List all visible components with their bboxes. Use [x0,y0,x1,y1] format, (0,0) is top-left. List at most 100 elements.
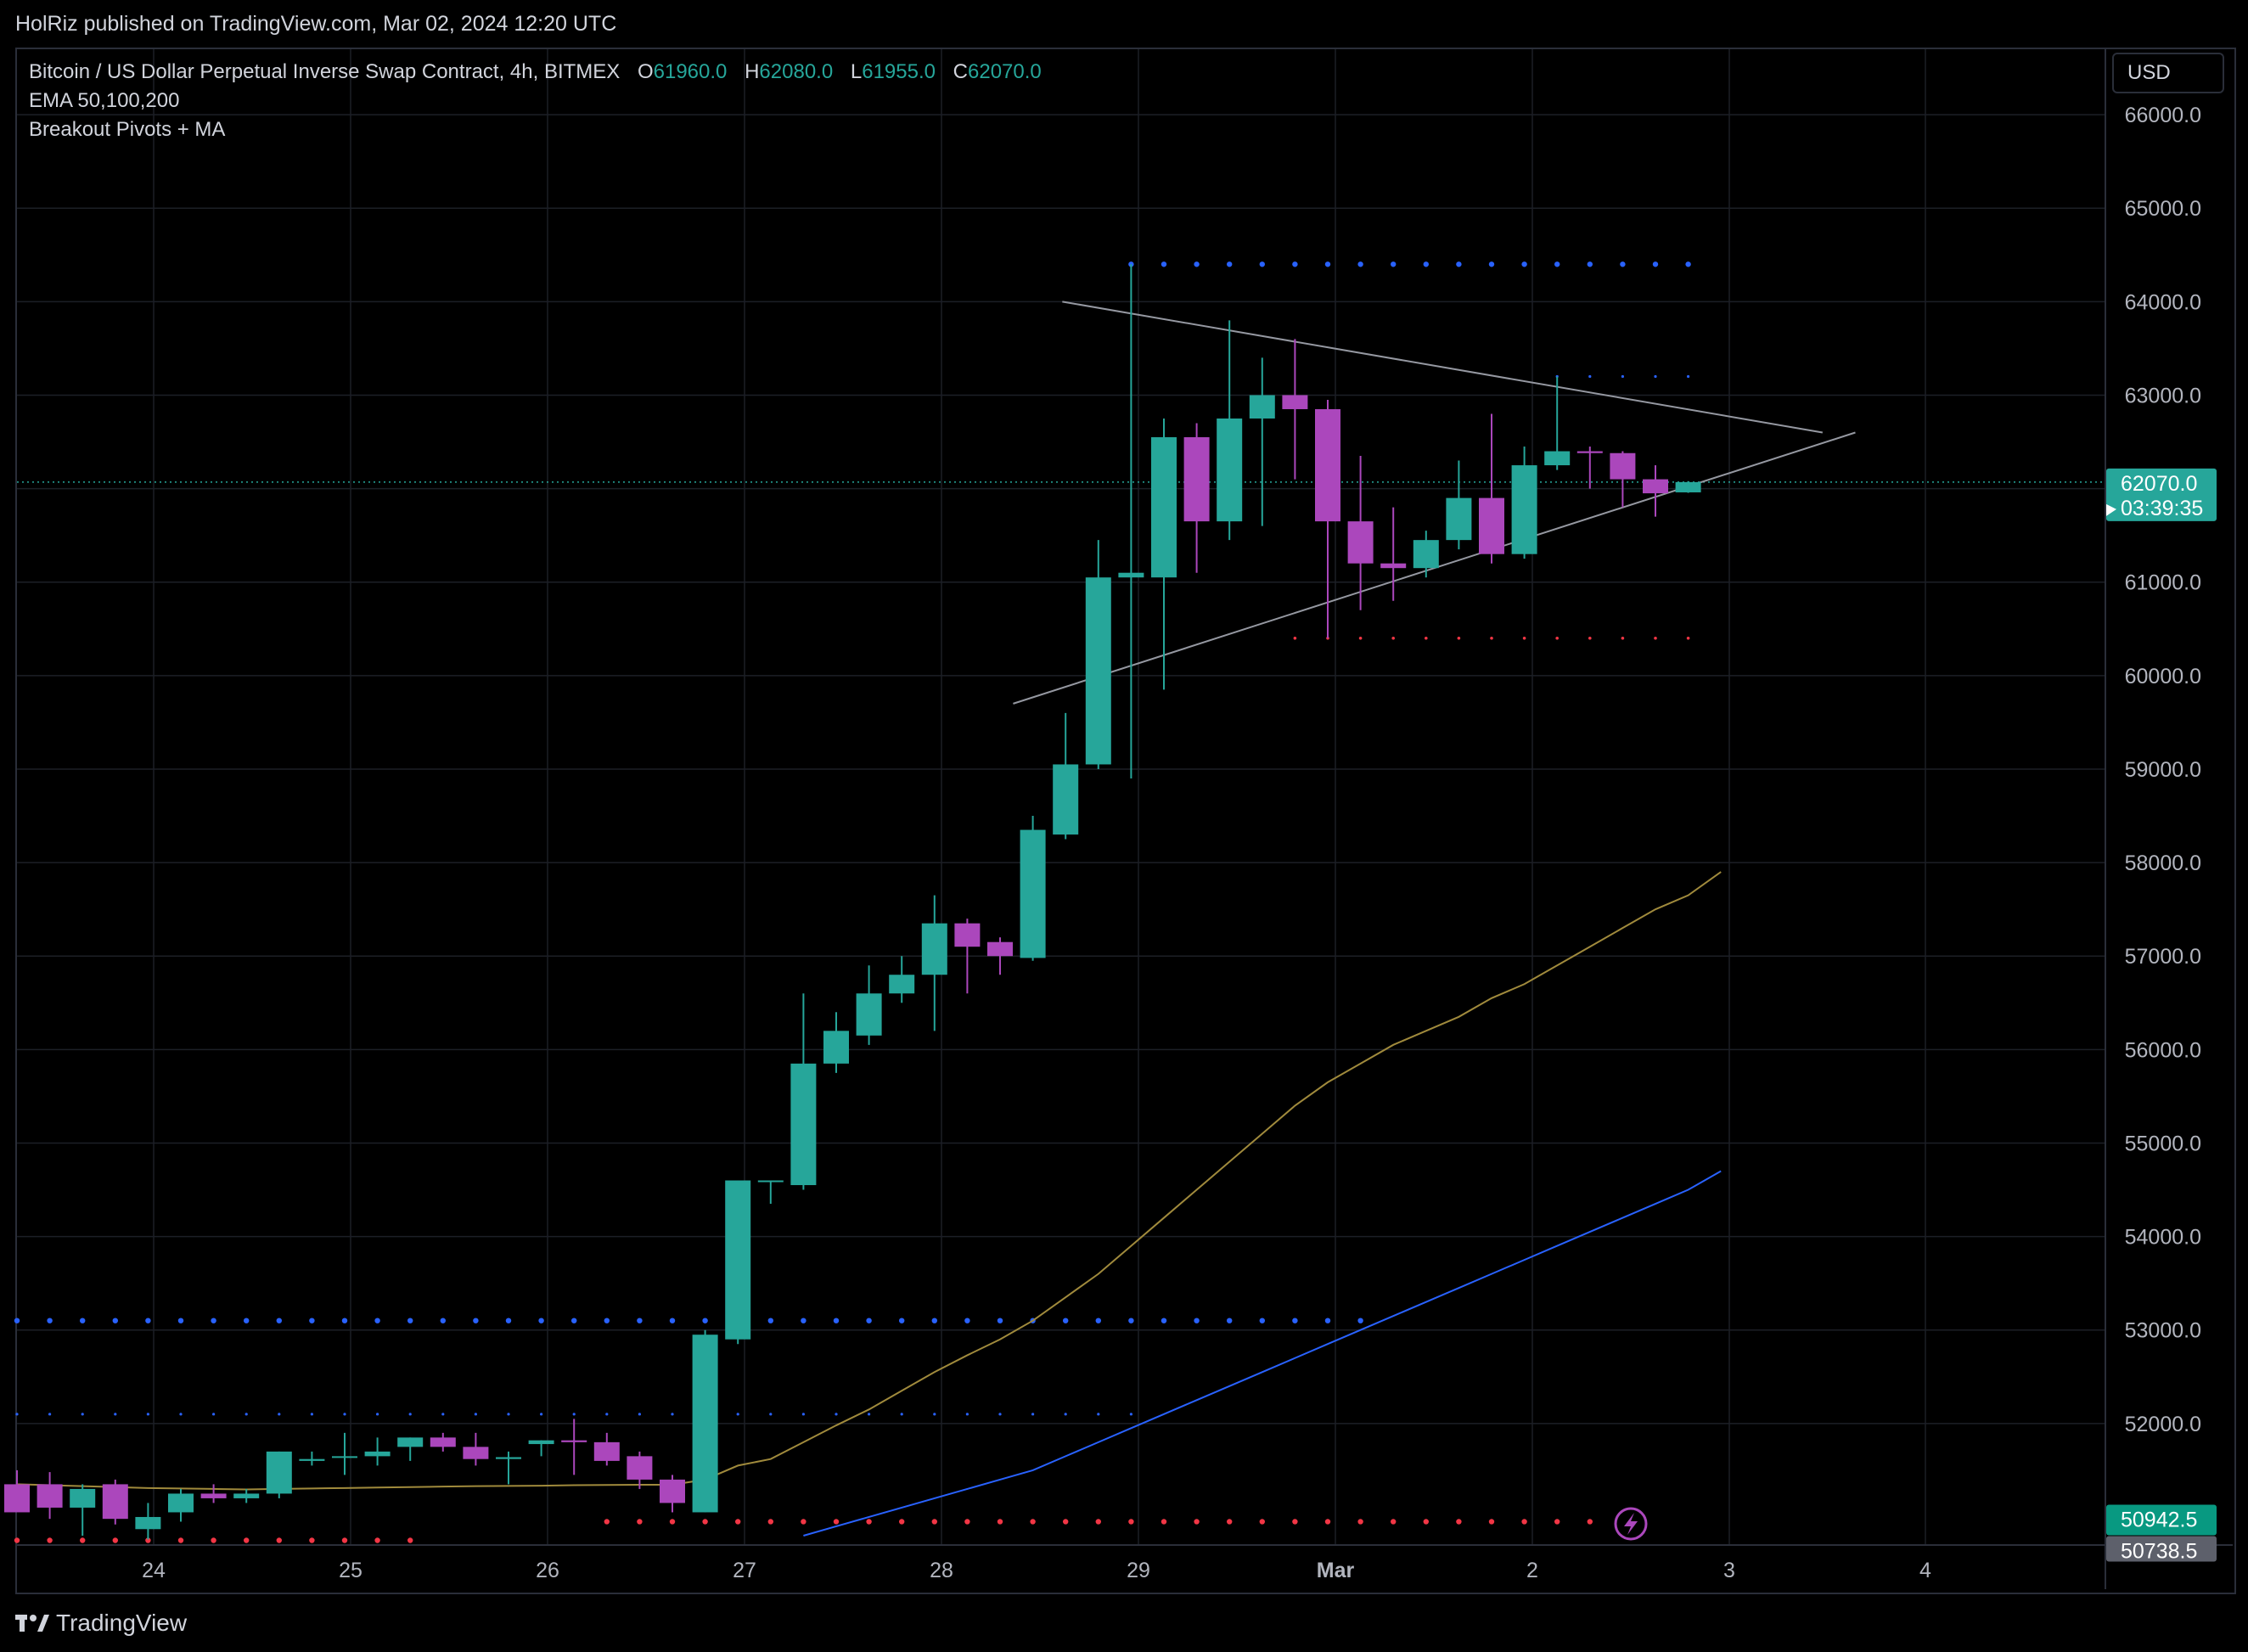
pivot-low-dot [997,1519,1003,1525]
y-tick-label: 57000.0 [2125,945,2201,969]
pivot-low-dot [767,1519,773,1525]
candle-body [70,1488,96,1508]
pivot-low-dot [1293,636,1297,640]
low-label: L [850,60,863,83]
open-value: 61960.0 [653,60,728,83]
pivot-high-dot [801,1318,806,1323]
candle-body [4,1484,30,1513]
candle-body [463,1447,489,1459]
indicator-breakout-pivots[interactable]: Breakout Pivots + MA [29,118,226,141]
candle [1576,447,1603,489]
pivot-low-dot [1423,1519,1430,1525]
candle [135,1503,161,1540]
x-tick-label: 27 [733,1559,756,1582]
pivot-high-dot [1161,261,1167,267]
candle-body [1118,572,1144,578]
candle [233,1488,260,1503]
symbol-row: Bitcoin / US Dollar Perpetual Inverse Sw… [29,58,1042,87]
pivot-high-dot [507,1413,510,1416]
pivot-low-dot [1357,1519,1363,1525]
pivot-high-dot [146,1413,149,1416]
candle-body [1282,395,1308,409]
x-tick-label: 26 [536,1559,559,1582]
candle [593,1432,620,1466]
pivot-low-dot [1030,1519,1036,1525]
candle [397,1437,424,1461]
pivot-high-dot [474,1413,478,1416]
pivot-high-dot [868,1413,871,1416]
pivot-low-dot [1456,1519,1462,1525]
pivot-high-dot [605,1413,609,1416]
candle [332,1432,357,1475]
candle [1544,376,1571,470]
candle-body [627,1456,653,1480]
y-tick-label: 56000.0 [2125,1038,2201,1062]
y-tick-label: 55000.0 [2125,1132,2201,1155]
price-axis[interactable]: 52000.0 53000.0 54000.0 55000.0 56000.0 57000… [2125,104,2201,1436]
currency-button[interactable]: USD [2112,53,2224,93]
indicator-ema[interactable]: EMA 50,100,200 [29,89,180,112]
candle-body [1085,577,1111,765]
pivot-low-dot [735,1519,741,1525]
pivot-high-dot [702,1318,708,1323]
pivot-high-dot [964,1318,970,1323]
time-axis[interactable]: 24 25 26 27 28 29 Mar 2 3 4 [142,1559,1931,1582]
trendline [1062,301,1824,434]
pivot-low-dot [112,1537,118,1543]
chart-legend: Bitcoin / US Dollar Perpetual Inverse Sw… [29,58,1042,144]
candle [921,895,947,1031]
pivot-high-dot [900,1413,903,1416]
pivot-high-dot [179,1413,183,1416]
candle-body [1249,395,1275,419]
pivot-low-dot [1358,636,1363,640]
candle-body [1675,481,1701,492]
pivot-low-dot [309,1537,315,1543]
pivot-high-dot [48,1413,52,1416]
candle [496,1451,521,1485]
candle [1479,413,1504,564]
pivot-high-dot [1227,261,1233,267]
symbol-title[interactable]: Bitcoin / US Dollar Perpetual Inverse Sw… [29,60,621,83]
pivot-low-dot [1161,1519,1167,1525]
pivot-high-dot [1161,1318,1167,1323]
pivot-high-dot [637,1318,643,1323]
y-tick-label: 63000.0 [2125,384,2201,407]
pivot-high-dot [1259,261,1266,267]
current-price-tag-text: 03:39:35 [2121,497,2203,520]
candle [200,1484,227,1503]
x-tick-label: 4 [1919,1559,1931,1582]
candle-body [921,923,947,975]
candle-body [954,923,981,947]
candle [1053,712,1079,840]
y-tick-label: 60000.0 [2125,665,2201,688]
y-tick-label: 54000.0 [2125,1226,2201,1250]
pivot-low-dot [702,1519,708,1525]
pivot-low-dot [833,1519,840,1525]
pivot-low-dot [1292,1519,1298,1525]
ema-price-tag-bg [2106,1536,2217,1562]
chart-pane[interactable] [15,48,2236,1594]
footer-brand: TradingView [15,1610,187,1637]
pivot-low-dot [177,1537,184,1543]
candle [1347,456,1374,610]
pivot-price-tag-bg [2106,1504,2217,1536]
candle-body [1151,437,1177,578]
pivot-low-dot [1521,1519,1527,1525]
lightning-icon [1614,1507,1648,1541]
pivot-low-dot [899,1519,905,1525]
x-tick-label: 24 [142,1559,166,1582]
pivot-high-dot [1423,261,1430,267]
candle-body [561,1440,587,1442]
pivot-low-dot [276,1537,282,1543]
candle [823,1012,849,1073]
candle-body [1315,408,1340,522]
pivot-high-dot [736,1413,739,1416]
candle [299,1451,325,1466]
pivot-high-dot [1129,1413,1132,1416]
candle-body [1610,452,1636,480]
pivot-low-dot [1588,636,1592,640]
pivot-low-dot [1654,636,1657,640]
pivot-high-dot [374,1318,380,1323]
candle-body [1217,418,1243,522]
